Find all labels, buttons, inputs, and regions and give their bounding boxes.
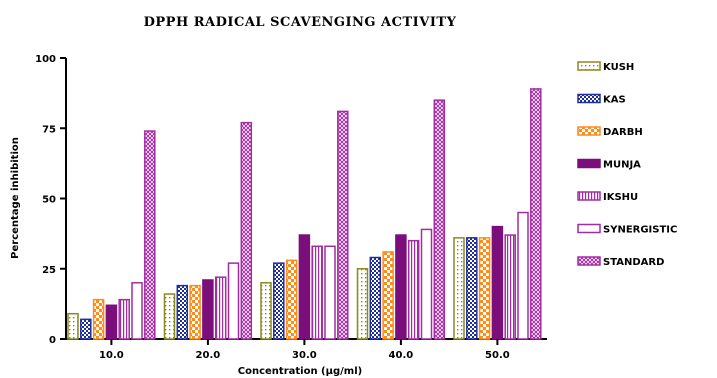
y-tick-label: 75 [42, 124, 56, 135]
y-tick-label: 25 [42, 265, 56, 276]
legend-label-standard: STANDARD [603, 257, 664, 268]
y-axis-label: Percentage inhibition [10, 137, 21, 259]
legend-swatch-standard [577, 256, 601, 266]
bar-darbh-40-0 [382, 251, 394, 340]
bar-munja-20-0 [202, 279, 214, 340]
y-tick-label: 50 [42, 195, 56, 206]
bar-kas-40-0 [369, 256, 382, 340]
bar-kush-30-0 [260, 282, 272, 340]
x-tick-label: 20.0 [196, 350, 221, 361]
bar-ikshu-40-0 [407, 239, 420, 340]
legend-label-munja: MUNJA [603, 160, 641, 171]
x-tick-label: 10.0 [99, 350, 124, 361]
bar-kas-20-0 [176, 284, 189, 340]
bar-munja-10-0 [105, 304, 118, 340]
bar-synergistic-10-0 [131, 282, 143, 340]
bar-kas-30-0 [273, 262, 285, 340]
legend-label-synergistic: SYNERGISTIC [603, 225, 677, 236]
legend-swatch-munja [577, 158, 601, 169]
bar-standard-20-0 [240, 121, 253, 340]
bar-munja-30-0 [298, 234, 311, 340]
bar-kas-10-0 [80, 318, 92, 340]
bar-ikshu-20-0 [214, 276, 227, 340]
bar-synergistic-20-0 [227, 262, 240, 340]
bar-standard-50-0 [530, 88, 542, 340]
bar-kush-20-0 [163, 293, 176, 340]
bar-munja-40-0 [395, 234, 407, 340]
bar-ikshu-50-0 [504, 234, 516, 340]
bar-munja-50-0 [491, 225, 504, 340]
bar-synergistic-40-0 [420, 228, 433, 340]
bar-darbh-10-0 [92, 298, 105, 340]
bar-kas-50-0 [466, 237, 478, 340]
bar-standard-40-0 [433, 99, 446, 340]
legend: KUSH KAS DARBH MUNJA IKSHU SYNERGISTIC STANDAR… [577, 61, 677, 268]
bar-darbh-20-0 [189, 284, 201, 340]
legend-label-darbh: DARBH [603, 127, 643, 138]
legend-label-ikshu: IKSHU [603, 192, 638, 203]
x-tick-label: 40.0 [389, 350, 414, 361]
legend-label-kush: KUSH [603, 62, 634, 73]
bar-darbh-30-0 [285, 259, 298, 340]
x-tick-label: 30.0 [292, 350, 317, 361]
legend-swatch-synergistic [577, 223, 601, 234]
bar-kush-50-0 [453, 237, 465, 340]
chart-title: DPPH RADICAL SCAVENGING ACTIVITY [144, 15, 457, 30]
legend-swatch-ikshu [577, 191, 601, 201]
x-axis-label: Concentration (µg/ml) [238, 366, 362, 377]
x-tick-label: 50.0 [485, 350, 510, 361]
bar-ikshu-30-0 [311, 245, 323, 340]
bar-kush-10-0 [67, 312, 79, 340]
y-tick-label: 0 [49, 335, 56, 346]
bar-standard-30-0 [337, 110, 349, 340]
bar-kush-40-0 [356, 268, 369, 340]
plot-area: 0 25 50 75 100 10.0 20.0 30.0 40.0 50.0 [35, 54, 547, 361]
y-tick-label: 100 [35, 54, 56, 65]
legend-swatch-kas [577, 93, 601, 104]
bar-synergistic-50-0 [517, 211, 529, 340]
bar-ikshu-10-0 [118, 298, 130, 340]
bar-standard-10-0 [144, 130, 156, 340]
bar-darbh-50-0 [478, 237, 491, 340]
legend-label-kas: KAS [603, 95, 626, 106]
bar-synergistic-30-0 [324, 245, 336, 340]
legend-swatch-kush [577, 61, 601, 71]
legend-swatch-darbh [577, 126, 601, 136]
